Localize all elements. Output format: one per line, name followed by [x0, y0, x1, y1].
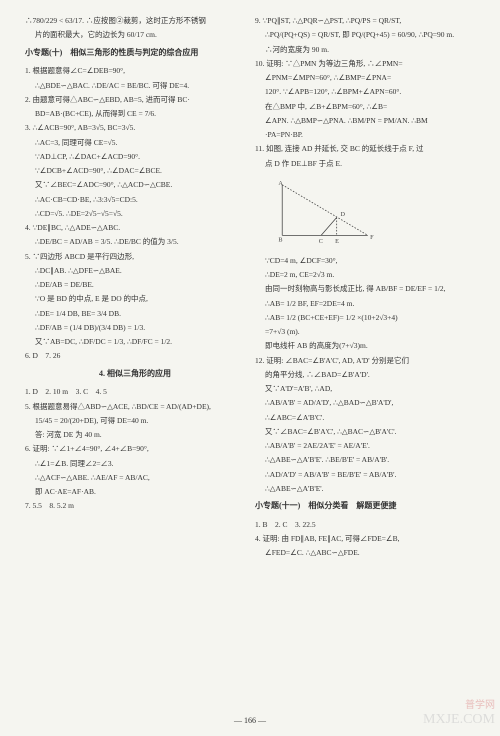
- section-heading: 4. 相似三角形的应用: [25, 368, 245, 381]
- svg-text:B: B: [278, 236, 282, 243]
- text-line: ∴DF/AB = (1/4 DB)/(3/4 DB) = 1/3.: [25, 322, 245, 333]
- text-line: ∴AB/A'B' = 2AE/2A'E' = AE/A'E'.: [255, 440, 475, 451]
- text-line: ∵CD=4 m, ∠DCF=30°,: [255, 255, 475, 266]
- text-line: 1. D 2. 10 m 3. C 4. 5: [25, 386, 245, 397]
- text-line: 的角平分线, ∴∠BAD=∠B'A'D'.: [255, 369, 475, 380]
- text-line: ∴PQ/(PQ+QS) = QR/ST, 即 PQ/(PQ+45) = 60/9…: [255, 29, 475, 40]
- text-line: 又∵A'D'=A'B', ∴AD,: [255, 383, 475, 394]
- text-line: 15/45 = 20/(20+DE), 可得 DE=40 m.: [25, 415, 245, 426]
- text-line: 7. 5.5 8. 5.2 m: [25, 500, 245, 511]
- text-line: ∠APN. ∴△BMP∽△PNA. ∴BM/PN = PM/AN. ∴BM: [255, 115, 475, 126]
- text-line: 2. 由题意可得△ABC∽△EBD, AB=5, 进而可得 BC·: [25, 94, 245, 105]
- text-line: 又∵AB=DC, ∴DF/DC = 1/3, ∴DF/FC = 1/2.: [25, 336, 245, 347]
- text-line: 4. ∵DE∥BC, ∴△ADE∽△ABC.: [25, 222, 245, 233]
- text-line: 又∵∠BAC=∠B'A'C', ∴△BAC∽△B'A'C'.: [255, 426, 475, 437]
- text-line: ∴DE/AB = DE/BE.: [25, 279, 245, 290]
- text-line: ∴CD=√5. ∴DE=2√5−√5=√5.: [25, 208, 245, 219]
- text-line: ∴∠ABC=∠A'B'C'.: [255, 412, 475, 423]
- text-line: ∵AD⊥CP, ∴∠DAC+∠ACD=90°.: [25, 151, 245, 162]
- section-heading: 小专题(十一) 相似分类看 解题更便捷: [255, 500, 475, 513]
- svg-text:D: D: [341, 211, 346, 218]
- text-line: ∠FED=∠C. ∴△ABC∽△FDE.: [255, 547, 475, 558]
- text-line: 答: 河宽 DE 为 40 m.: [25, 429, 245, 440]
- text-line: 又∵∠BEC=∠ADC=90°, ∴△ACD∽△CBE.: [25, 179, 245, 190]
- text-line: 即电线杆 AB 的高度为(7+√3)m.: [255, 340, 475, 351]
- text-line: ∴△ACF∽△ABE. ∴AE/AF = AB/AC,: [25, 472, 245, 483]
- text-line: 9. ∵PQ∥ST, ∴△PQR∽△PST, ∴PQ/PS = QR/ST,: [255, 15, 475, 26]
- text-line: 由同一时刻物高与影长成正比, 得 AB/BF = DE/EF = 1/2,: [255, 283, 475, 294]
- text-line: ∴AB/A'B' = AD/A'D', ∴△BAD∽△B'A'D',: [255, 397, 475, 408]
- svg-text:F: F: [370, 234, 374, 241]
- text-line: ∴DC∥AB. ∴△DFE∽△BAE.: [25, 265, 245, 276]
- text-line: 4. 证明: 由 FD∥AB, FE∥AC, 可得∠FDE=∠B,: [255, 533, 475, 544]
- text-line: ∴△BDE∽△BAC. ∴DE/AC = BE/BC. 可得 DE=4.: [25, 80, 245, 91]
- text-line: ∴AB= 1/2 (BC+CE+EF)= 1/2 ×(10+2√3+4): [255, 312, 475, 323]
- text-line: 120°. ∵∠APB=120°, ∴∠BPM+∠APN=60°.: [255, 86, 475, 97]
- text-line: ∴DE/BC = AD/AB = 3/5. ∴DE/BC 的值为 3/5.: [25, 236, 245, 247]
- text-line: 1. 根据题意得∠C=∠DEB=90°,: [25, 65, 245, 76]
- text-line: 1. B 2. C 3. 22.5: [255, 519, 475, 530]
- text-line: ·PA=PN·BP.: [255, 129, 475, 140]
- text-line: ∴△ABE∽△A'B'E'.: [255, 483, 475, 494]
- text-line: 即 AC·AE=AF·AB.: [25, 486, 245, 497]
- text-line: 12. 证明: ∠BAC=∠B'A'C', AD, A'D' 分别是它们: [255, 355, 475, 366]
- text-line: ∴∠1=∠B. 同理∠2=∠3.: [25, 458, 245, 469]
- text-line: 3. ∴∠ACB=90°, AB=3√5, BC=3√5.: [25, 122, 245, 133]
- text-line: ∴DE= 1/4 DB, BE= 3/4 DB.: [25, 308, 245, 319]
- text-line: 点 D 作 DE⊥BF 于点 E.: [255, 158, 475, 169]
- text-line: ∴AC·CB=CD·BE, ∴3:3√5=CD:5.: [25, 194, 245, 205]
- text-line: ∴DE=2 m, CE=2√3 m.: [255, 269, 475, 280]
- page-content: ∴780/229 < 63/17. ∴应按图②裁剪，这时正方形不锈钢 片的面积最…: [0, 0, 500, 736]
- text-line: ∵O 是 BD 的中点, E 是 DO 的中点,: [25, 293, 245, 304]
- text-line: 5. ∵四边形 ABCD 是平行四边形,: [25, 251, 245, 262]
- text-line: ∠PNM=∠MPN=60°, ∴∠BMP=∠PNA=: [255, 72, 475, 83]
- text-line: 11. 如图, 连接 AD 并延长, 交 BC 的延长线于点 F, 过: [255, 143, 475, 154]
- text-line: 片的面积最大，它的边长为 60/17 cm.: [25, 29, 245, 40]
- text-line: =7+√3 (m).: [255, 326, 475, 337]
- text-line: 10. 证明: ∵△PMN 为等边三角形, ∴∠PMN=: [255, 58, 475, 69]
- text-line: ∴AB= 1/2 BF, EF=2DE=4 m.: [255, 298, 475, 309]
- left-column: ∴780/229 < 63/17. ∴应按图②裁剪，这时正方形不锈钢 片的面积最…: [25, 15, 245, 706]
- text-line: BD=AB·(BC+CE), 从而得到 CE = 7/6.: [25, 108, 245, 119]
- text-line: ∴△ABE∽△A'B'E'. ∴BE/B'E' = AB/A'B'.: [255, 454, 475, 465]
- text-line: ∴AD/A'D' = AB/A'B' = BE/B'E' = AB/A'B'.: [255, 469, 475, 480]
- text-line: 6. 证明: ∵∠1+∠4=90°, ∠4+∠B=90°,: [25, 443, 245, 454]
- svg-text:E: E: [335, 238, 339, 245]
- svg-text:A: A: [278, 180, 283, 187]
- text-line: 5. 根据题意易得△ABD∽△ACE, ∴BD/CE = AD/(AD+DE),: [25, 401, 245, 412]
- text-line: ∵∠DCB+∠ACD=90°, ∴∠DAC=∠BCE.: [25, 165, 245, 176]
- right-column: 9. ∵PQ∥ST, ∴△PQR∽△PST, ∴PQ/PS = QR/ST, ∴…: [255, 15, 475, 706]
- watermark-url: MXJE.COM: [423, 709, 495, 731]
- text-line: ∴780/229 < 63/17. ∴应按图②裁剪，这时正方形不锈钢: [25, 15, 245, 26]
- text-line: ∴河的宽度为 90 m.: [255, 44, 475, 55]
- svg-text:C: C: [319, 238, 323, 245]
- section-heading: 小专题(十) 相似三角形的性质与判定的综合应用: [25, 47, 245, 60]
- text-line: ∴AC=3, 同理可得 CE=√5.: [25, 137, 245, 148]
- geometry-diagram: A B C D E F: [270, 177, 380, 247]
- text-line: 在△BMP 中, ∠B+∠BPM=60°, ∴∠B=: [255, 101, 475, 112]
- text-line: 6. D 7. 26: [25, 350, 245, 361]
